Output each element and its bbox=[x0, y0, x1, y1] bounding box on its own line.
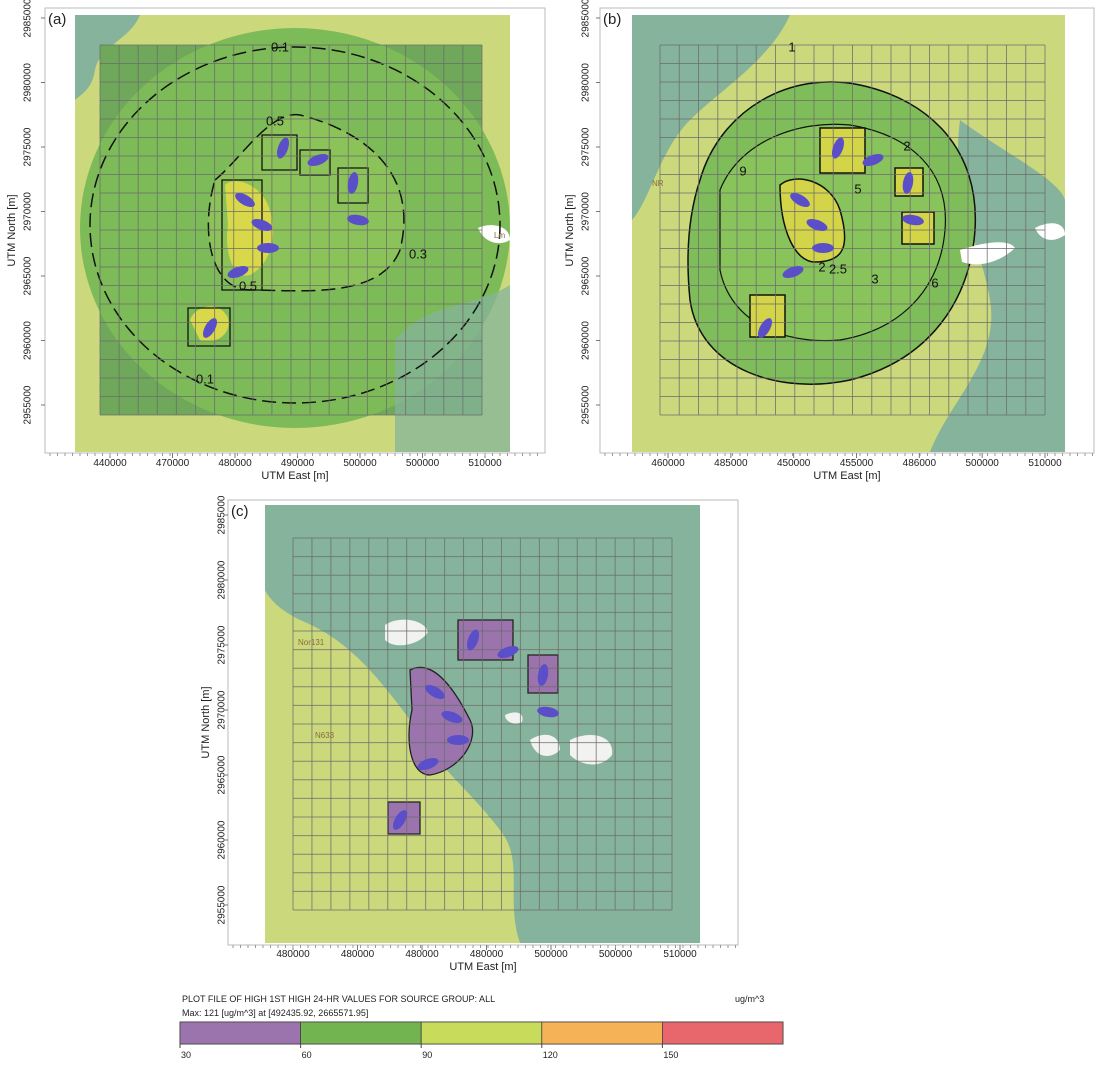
legend-swatch bbox=[180, 1022, 301, 1044]
x-tick-label: 450000 bbox=[777, 458, 811, 469]
y-axis-title: UTM North [m] bbox=[200, 686, 212, 758]
figure: 0.1 0.5 0.5 0.3 0.1 Lm (a) 2985000 2980000 297500… bbox=[0, 0, 1096, 1064]
y-tick-label: 2970000 bbox=[23, 192, 34, 231]
contour-label: 6 bbox=[931, 275, 938, 290]
x-tick-label: 470000 bbox=[156, 458, 190, 469]
x-axis-title: UTM East [m] bbox=[261, 470, 328, 482]
panel-label: (c) bbox=[231, 503, 249, 520]
x-tick-label: 486000 bbox=[903, 458, 937, 469]
emission-source bbox=[447, 735, 469, 745]
map-label: N633 bbox=[315, 731, 335, 740]
x-axis-title: UTM East [m] bbox=[449, 961, 516, 973]
map-label: Nor131 bbox=[298, 638, 325, 647]
y-tick-label: 2955000 bbox=[581, 385, 592, 424]
legend-bin-label: 90 bbox=[422, 1050, 432, 1060]
x-tick-label: 510000 bbox=[468, 458, 502, 469]
contour-label: 2.5 bbox=[829, 261, 847, 276]
x-tick-label: 500000 bbox=[599, 949, 633, 960]
x-tick-label: 480000 bbox=[470, 949, 504, 960]
contour-label: 3 bbox=[871, 271, 878, 286]
y-tick-label: 2965000 bbox=[581, 256, 592, 295]
y-tick-label: 2985000 bbox=[581, 0, 592, 37]
y-tick-label: 2975000 bbox=[23, 127, 34, 166]
x-tick-label: 510000 bbox=[663, 949, 697, 960]
x-tick-label: 485000 bbox=[714, 458, 748, 469]
panel-label: (a) bbox=[48, 11, 66, 28]
y-tick-label: 2975000 bbox=[581, 127, 592, 166]
legend-bin-label: 150 bbox=[663, 1050, 678, 1060]
y-tick-label: 2955000 bbox=[23, 385, 34, 424]
contour-label: 0.3 bbox=[409, 246, 427, 261]
contour-label: 2 bbox=[818, 259, 825, 274]
y-tick-label: 2980000 bbox=[23, 63, 34, 102]
x-tick-label: 480000 bbox=[276, 949, 310, 960]
x-tick-label: 490000 bbox=[281, 458, 315, 469]
emission-source bbox=[257, 243, 279, 253]
x-tick-label: 500000 bbox=[965, 458, 999, 469]
legend-bin-label: 120 bbox=[543, 1050, 558, 1060]
map-label: NR bbox=[652, 179, 664, 188]
legend-title: PLOT FILE OF HIGH 1ST HIGH 24-HR VALUES … bbox=[182, 994, 495, 1004]
x-tick-label: 500000 bbox=[343, 458, 377, 469]
y-tick-label: 2960000 bbox=[581, 321, 592, 360]
legend-swatch bbox=[542, 1022, 663, 1044]
x-tick-label: 480000 bbox=[218, 458, 252, 469]
y-tick-label: 2965000 bbox=[23, 256, 34, 295]
y-tick-label: 2980000 bbox=[581, 63, 592, 102]
y-tick-label: 2970000 bbox=[581, 192, 592, 231]
x-axis-title: UTM East [m] bbox=[813, 470, 880, 482]
legend-swatch bbox=[662, 1022, 783, 1044]
legend-swatch bbox=[421, 1022, 542, 1044]
legend-bin-label: 60 bbox=[302, 1050, 312, 1060]
x-tick-label: 455000 bbox=[840, 458, 874, 469]
x-tick-label: 500000 bbox=[534, 949, 568, 960]
emission-source bbox=[812, 243, 834, 253]
page: {"panels": [ {"label": "(a)", "x_label":… bbox=[0, 0, 1096, 1064]
y-axis-title: UTM North [m] bbox=[6, 194, 18, 266]
x-tick-label: 440000 bbox=[93, 458, 127, 469]
contour-label: 0.1 bbox=[196, 371, 214, 386]
map-label: Lm bbox=[494, 231, 505, 240]
contour-label: 9 bbox=[739, 163, 746, 178]
contour-label: 0.1 bbox=[271, 39, 289, 54]
x-tick-label: 460000 bbox=[651, 458, 685, 469]
legend-bin-label: 30 bbox=[181, 1050, 191, 1060]
contour-label: 1 bbox=[788, 39, 795, 54]
y-tick-label: 2985000 bbox=[23, 0, 34, 37]
x-tick-label: 480000 bbox=[341, 949, 375, 960]
contour-label: 0.5 bbox=[239, 278, 257, 293]
y-tick-label: 2960000 bbox=[23, 321, 34, 360]
x-tick-label: 480000 bbox=[405, 949, 439, 960]
contour-label: 0.5 bbox=[266, 113, 284, 128]
x-tick-label: 510000 bbox=[1028, 458, 1062, 469]
legend-swatch bbox=[301, 1022, 422, 1044]
y-axis-title: UTM North [m] bbox=[564, 194, 576, 266]
contour-label: 2 bbox=[903, 138, 910, 153]
x-tick-label: 500000 bbox=[406, 458, 440, 469]
legend-unit: ug/m^3 bbox=[735, 994, 764, 1004]
panel-label: (b) bbox=[603, 11, 621, 28]
legend-max: Max: 121 [ug/m^3] at [492435.92, 2665571… bbox=[182, 1008, 368, 1018]
contour-label: 5 bbox=[854, 181, 861, 196]
